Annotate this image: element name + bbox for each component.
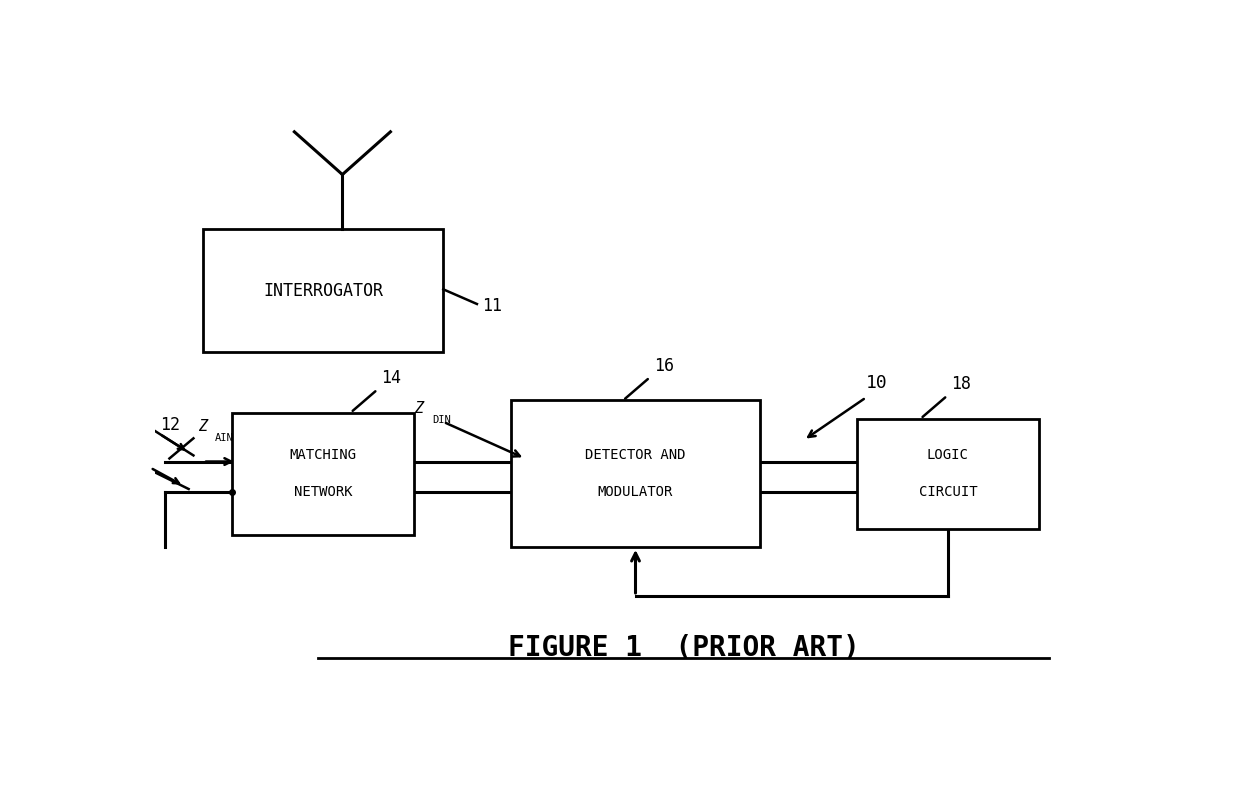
Text: FIGURE 1  (PRIOR ART): FIGURE 1 (PRIOR ART) xyxy=(507,634,859,662)
Text: Z: Z xyxy=(414,400,424,416)
Bar xyxy=(232,412,414,534)
Bar xyxy=(857,419,1039,529)
Text: INTERROGATOR: INTERROGATOR xyxy=(263,282,383,300)
Text: 12: 12 xyxy=(160,416,180,434)
Text: DIN: DIN xyxy=(432,415,450,425)
Text: MODULATOR: MODULATOR xyxy=(598,485,673,499)
Text: NETWORK: NETWORK xyxy=(294,485,352,499)
Bar xyxy=(511,400,760,547)
Text: Z: Z xyxy=(198,419,207,434)
Text: 14: 14 xyxy=(382,369,402,387)
Text: 16: 16 xyxy=(653,357,673,375)
Bar xyxy=(203,229,444,351)
Text: 11: 11 xyxy=(481,297,502,315)
Text: DETECTOR AND: DETECTOR AND xyxy=(585,448,686,462)
Text: 18: 18 xyxy=(951,375,971,393)
Text: LOGIC: LOGIC xyxy=(926,448,968,462)
Text: 10: 10 xyxy=(866,374,888,393)
Text: CIRCUIT: CIRCUIT xyxy=(919,485,977,499)
Text: AIN: AIN xyxy=(215,433,233,443)
Text: MATCHING: MATCHING xyxy=(290,448,357,462)
